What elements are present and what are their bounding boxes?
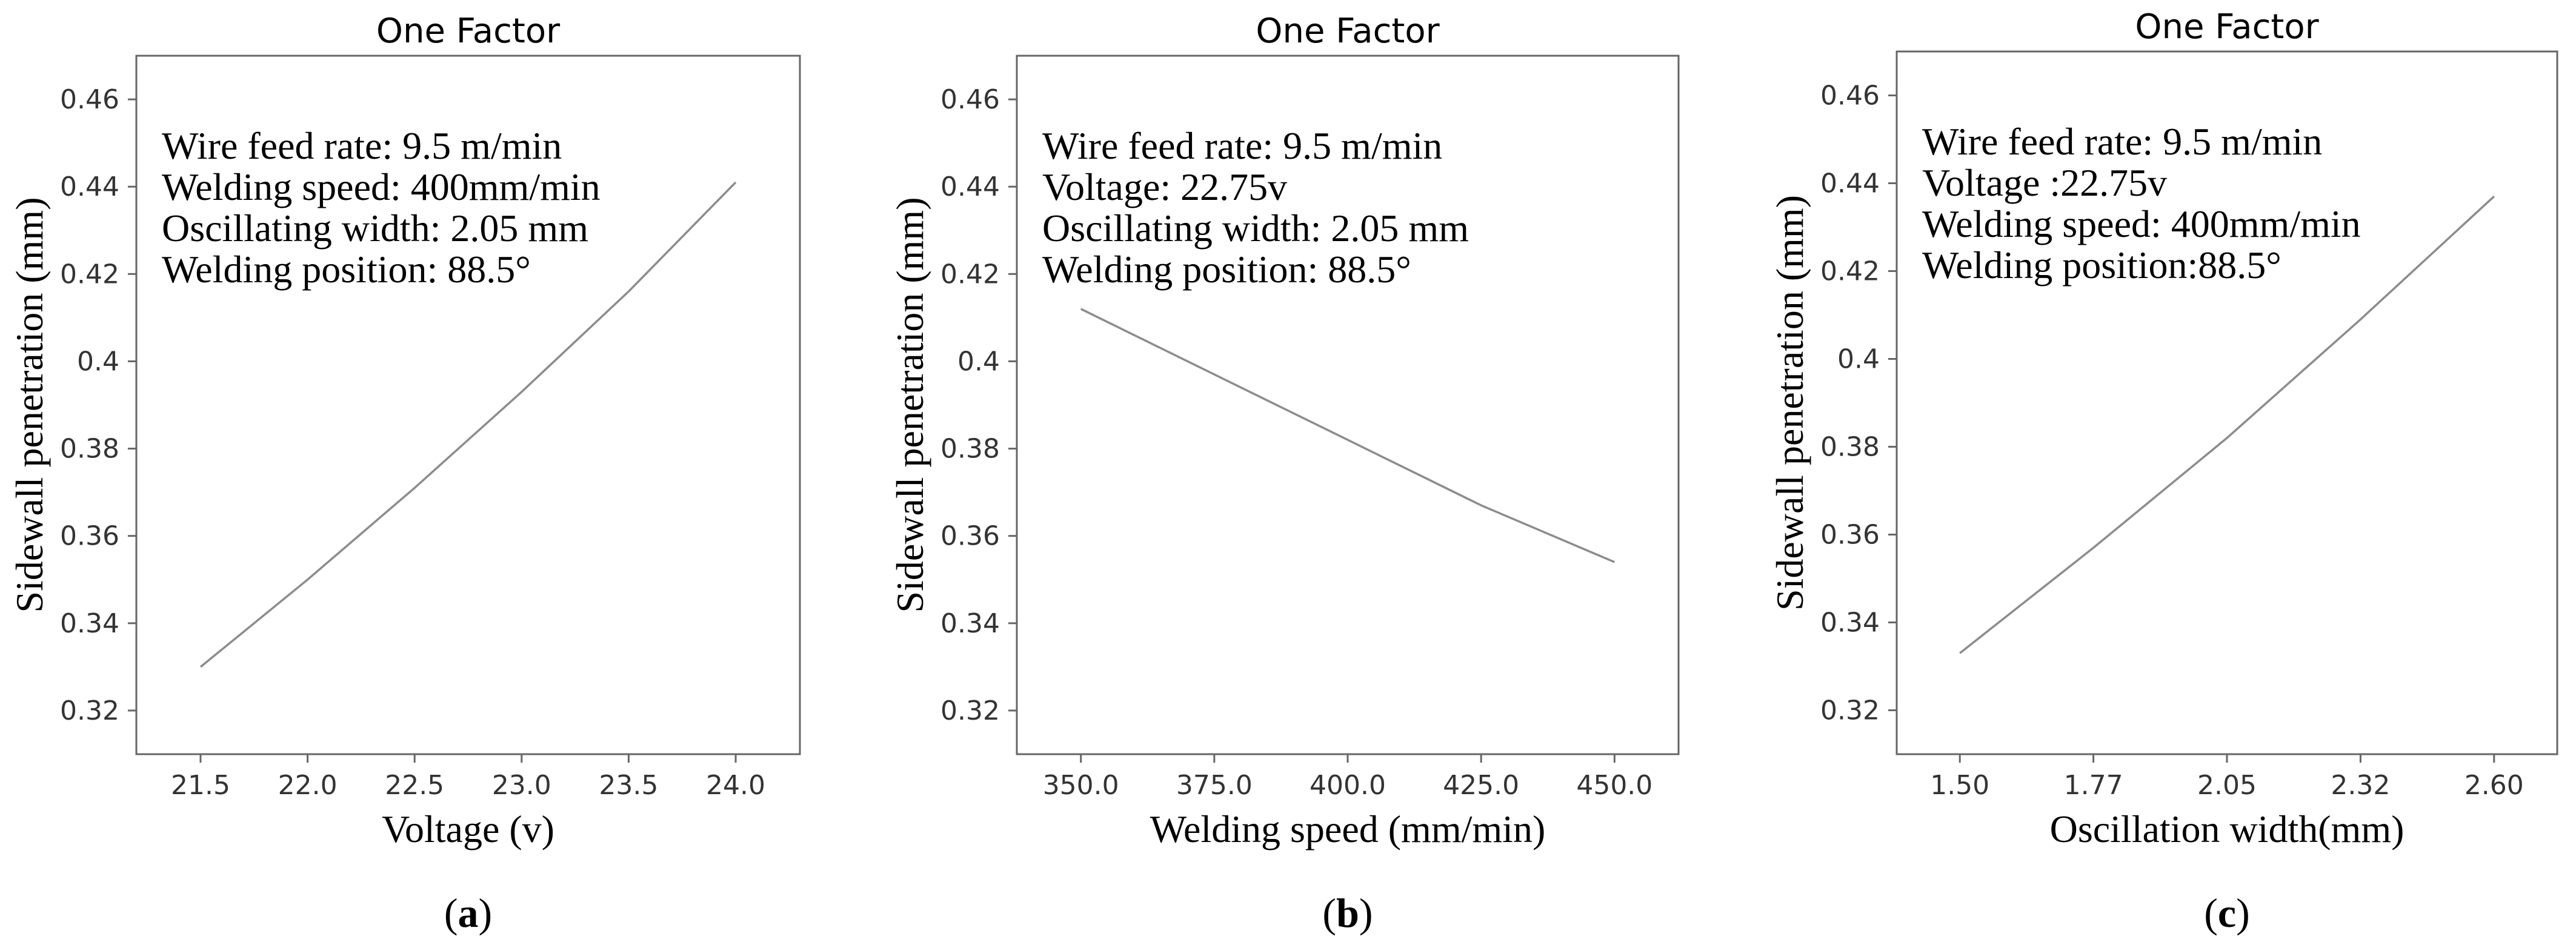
y-tick-label: 0.44: [1820, 168, 1880, 199]
annotation-line: Welding speed: 400mm/min: [1922, 202, 2361, 245]
panel-caption: (c): [2204, 890, 2250, 936]
x-tick-label: 2.32: [2331, 770, 2390, 801]
x-tick-label: 2.05: [2197, 770, 2257, 801]
x-tick-label: 22.0: [278, 770, 338, 801]
y-tick-label: 0.36: [940, 521, 1000, 552]
caption-close: ): [479, 890, 493, 936]
plot-frame: [135, 55, 801, 755]
y-axis-label: Sidewall penetration (mm): [1768, 195, 1811, 611]
x-tick-label: 350.0: [1043, 770, 1119, 801]
x-tick-label: 450.0: [1576, 770, 1652, 801]
series-line: [1080, 308, 1615, 563]
x-tick-label: 1.77: [2064, 770, 2123, 801]
annotation-line: Voltage :22.75v: [1922, 161, 2167, 204]
y-axis-label: Sidewall penetration (mm): [888, 197, 931, 612]
annotation-line: Wire feed rate: 9.5 m/min: [1922, 120, 2322, 163]
y-tick-label: 0.34: [1820, 608, 1880, 638]
x-tick-label: 21.5: [171, 770, 230, 801]
annotation-line: Oscillating width: 2.05 mm: [1042, 207, 1469, 250]
annotation-line: Welding position: 88.5°: [1042, 248, 1411, 291]
x-axis-label: Oscillation width(mm): [2050, 807, 2405, 850]
annotation-line: Oscillating width: 2.05 mm: [162, 207, 588, 250]
x-tick-label: 1.50: [1930, 770, 1989, 801]
x-tick-label: 24.0: [706, 770, 765, 801]
annotation-line: Wire feed rate: 9.5 m/min: [1042, 124, 1442, 167]
series-line: [199, 181, 737, 668]
y-tick-label: 0.44: [60, 171, 119, 202]
y-tick-label: 0.32: [60, 695, 119, 726]
y-tick-label: 0.36: [60, 521, 119, 552]
x-tick-label: 375.0: [1176, 770, 1253, 801]
y-tick-label: 0.44: [940, 171, 1000, 202]
y-tick-label: 0.4: [957, 346, 1000, 377]
caption-letter: b: [1336, 890, 1359, 936]
x-axis-label: Welding speed (mm/min): [1150, 807, 1546, 850]
caption-letter: a: [458, 890, 479, 936]
panel-caption: (a): [444, 890, 492, 936]
annotation-line: Welding speed: 400mm/min: [162, 165, 601, 208]
x-axis-label: Voltage (v): [382, 807, 554, 850]
annotation-line: Wire feed rate: 9.5 m/min: [162, 124, 562, 167]
caption-open: (: [444, 890, 458, 936]
chart-title: One Factor: [1256, 12, 1440, 51]
caption-open: (: [2204, 890, 2218, 936]
caption-close: ): [2236, 890, 2250, 936]
y-tick-label: 0.42: [940, 259, 1000, 290]
y-tick-label: 0.34: [60, 608, 119, 639]
chart-title: One Factor: [376, 12, 561, 51]
annotation-line: Welding position: 88.5°: [162, 248, 531, 291]
y-tick-label: 0.38: [940, 434, 1000, 465]
series-line: [1959, 195, 2495, 654]
y-tick-label: 0.38: [1820, 432, 1880, 463]
caption-open: (: [1322, 890, 1336, 936]
y-tick-label: 0.46: [940, 84, 1000, 115]
y-tick-label: 0.34: [940, 608, 1000, 639]
x-tick-label: 22.5: [385, 770, 444, 801]
y-tick-label: 0.38: [60, 434, 119, 465]
x-tick-label: 23.5: [599, 770, 658, 801]
y-tick-label: 0.32: [940, 695, 1000, 726]
annotation-line: Welding position:88.5°: [1922, 244, 2281, 287]
y-tick-label: 0.46: [60, 84, 119, 115]
x-tick-label: 23.0: [492, 770, 551, 801]
y-axis-label: Sidewall penetration (mm): [8, 197, 51, 612]
x-tick-label: 400.0: [1310, 770, 1386, 801]
annotation-line: Voltage: 22.75v: [1042, 165, 1287, 208]
chart-panel-a: One Factor 0.32 0.34 0.36 0.38 0.4 0.42 0.44 0.4…: [8, 12, 801, 936]
x-tick-label: 2.60: [2465, 770, 2524, 801]
chart-panel-c: One Factor 0.32 0.34 0.36 0.38 0.4 0.42 0.44 0.4…: [1768, 7, 2558, 936]
panel-caption: (b): [1322, 890, 1373, 936]
y-tick-label: 0.42: [1820, 256, 1880, 287]
y-tick-label: 0.32: [1820, 695, 1880, 726]
caption-letter: c: [2218, 890, 2236, 936]
y-tick-label: 0.4: [1837, 344, 1880, 375]
x-tick-label: 425.0: [1443, 770, 1519, 801]
y-tick-label: 0.42: [60, 259, 119, 290]
chart-title: One Factor: [2135, 7, 2319, 47]
y-tick-label: 0.46: [1820, 81, 1880, 111]
y-tick-label: 0.4: [77, 346, 119, 377]
chart-panel-b: One Factor 0.32 0.34 0.36 0.38 0.4 0.42 0.44 0.4…: [888, 12, 1680, 936]
y-tick-label: 0.36: [1820, 520, 1880, 551]
caption-close: ): [1359, 890, 1373, 936]
